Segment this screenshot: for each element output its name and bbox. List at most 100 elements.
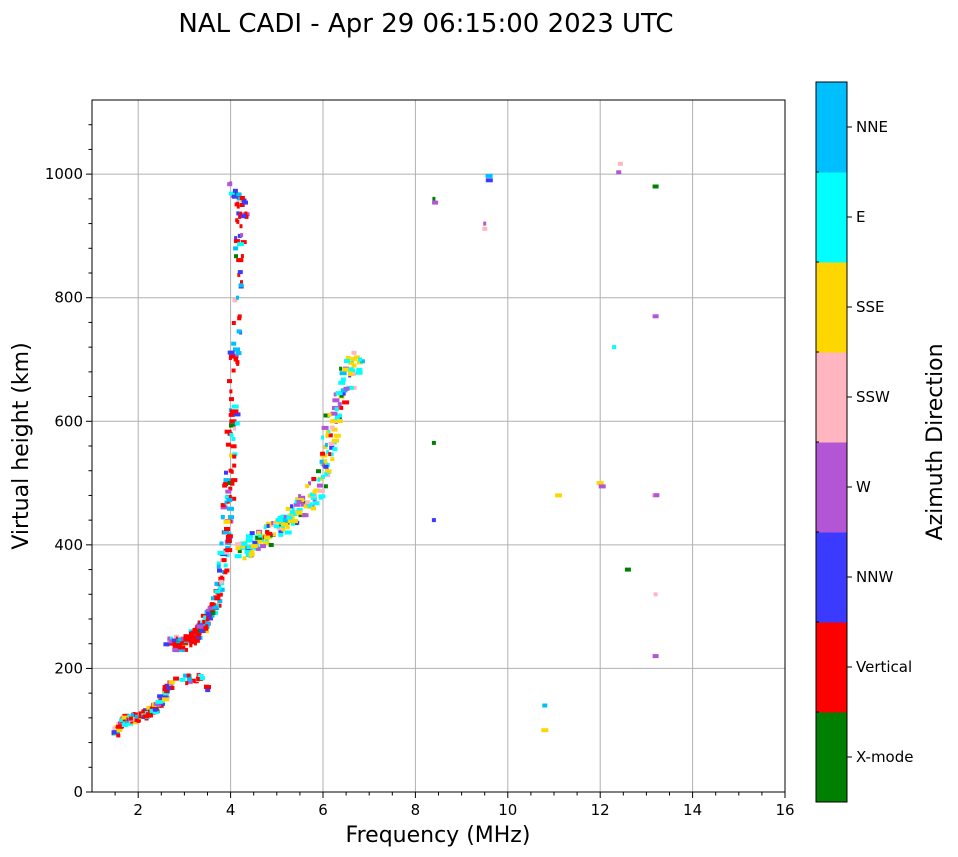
echo-point (152, 710, 159, 715)
echo-point (652, 314, 659, 319)
echo-point (236, 361, 240, 366)
echo-point (121, 715, 128, 720)
echo-point (312, 489, 317, 494)
echo-point (236, 211, 240, 216)
echo-point (228, 191, 235, 196)
echo-point (116, 733, 121, 738)
echo-point (311, 506, 316, 511)
echo-point (205, 688, 211, 693)
echo-point (227, 481, 231, 485)
y-tick-label: 200 (54, 659, 83, 677)
echo-point (324, 442, 328, 447)
echo-point (230, 444, 237, 449)
echo-point (236, 192, 242, 197)
echo-point (239, 211, 243, 216)
echo-point (222, 483, 228, 488)
echo-point (234, 254, 238, 259)
echo-point (305, 484, 310, 489)
echo-point (244, 549, 251, 554)
echo-point (311, 477, 317, 481)
echo-point (219, 541, 224, 546)
echo-point (250, 549, 255, 554)
echo-point (333, 392, 337, 397)
colorbar-swatch (816, 532, 847, 623)
echo-point (157, 694, 164, 699)
colorbar-swatch (816, 352, 847, 443)
echo-point (111, 730, 117, 735)
echo-point (191, 635, 197, 640)
echo-point (283, 515, 287, 520)
echo-point (232, 298, 238, 303)
echo-point (219, 579, 224, 584)
echo-point (348, 367, 354, 372)
y-tick-label: 600 (54, 412, 83, 430)
echo-point (231, 368, 236, 373)
echo-point (336, 419, 343, 423)
echo-point (432, 196, 436, 201)
echo-point (232, 454, 237, 459)
echo-point (237, 233, 242, 238)
echo-point (214, 582, 219, 586)
echo-point (319, 459, 324, 464)
echo-point (195, 635, 201, 640)
echo-point (321, 425, 329, 430)
echo-point (348, 369, 353, 374)
echo-point (217, 550, 225, 555)
echo-point (339, 393, 344, 398)
echo-point (220, 575, 224, 580)
echo-point (232, 194, 238, 199)
echo-point (555, 493, 563, 498)
x-tick-label: 12 (591, 801, 610, 819)
echo-point (231, 321, 236, 325)
echo-point (652, 184, 659, 189)
echo-point (196, 633, 201, 638)
echo-point (246, 545, 251, 550)
echo-point (237, 270, 243, 275)
echo-point (616, 170, 622, 175)
echo-point (358, 357, 362, 362)
x-axis-ticks: 2 4 6 8 10 12 14 16 (114, 792, 795, 819)
echo-point (332, 398, 340, 403)
echo-point (224, 568, 230, 573)
echo-point (598, 484, 606, 489)
echo-point (229, 389, 233, 394)
echo-point (236, 204, 240, 209)
echo-point (321, 459, 328, 464)
echo-point (233, 239, 240, 244)
echo-point (281, 527, 286, 532)
echo-point (317, 489, 325, 494)
echo-point (156, 702, 162, 707)
echo-point (229, 432, 234, 437)
echo-point (199, 629, 206, 633)
echo-point (128, 716, 133, 721)
echo-point (192, 638, 200, 643)
echo-point (211, 613, 215, 618)
echo-point (241, 214, 247, 219)
echo-point (325, 430, 329, 435)
echo-point (330, 452, 334, 457)
echo-point (231, 437, 236, 441)
echo-point (239, 203, 245, 207)
echo-point (238, 258, 244, 263)
y-tick-label: 400 (54, 536, 83, 554)
echo-point (189, 643, 193, 648)
echo-point (131, 720, 138, 725)
y-tick-label: 0 (73, 783, 83, 801)
echo-point (300, 495, 306, 500)
echo-point (232, 188, 238, 193)
echo-point (197, 628, 201, 633)
echo-point (224, 470, 228, 475)
echo-point (199, 676, 205, 681)
echo-point (295, 510, 303, 515)
echo-point (221, 515, 225, 520)
x-tick-label: 4 (226, 801, 236, 819)
echo-point (189, 640, 195, 645)
echo-point (323, 445, 328, 449)
echo-point (236, 295, 239, 300)
echo-point (234, 236, 238, 241)
echo-point (235, 218, 239, 223)
echo-point (202, 619, 206, 624)
echo-point (244, 214, 249, 219)
echo-point (186, 679, 193, 684)
echo-point (234, 202, 239, 207)
